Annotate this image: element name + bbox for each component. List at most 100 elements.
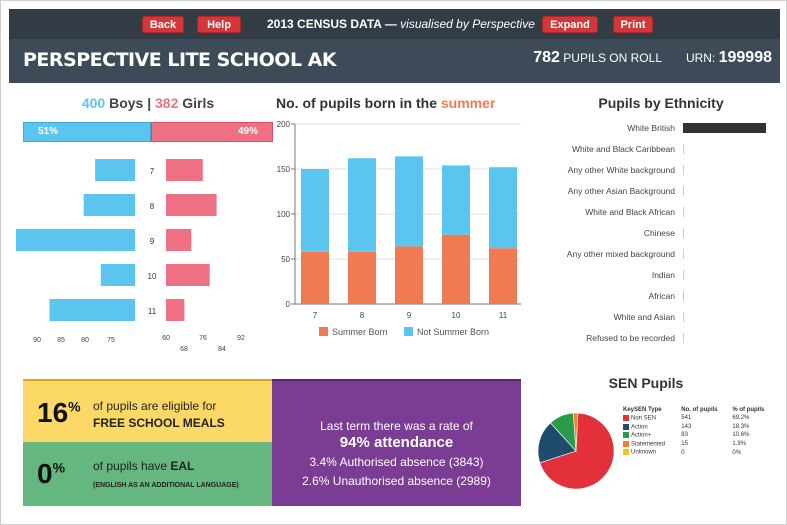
girls-bar-year-8	[166, 194, 217, 216]
sen-pct-statemented: 1.9%	[732, 441, 747, 448]
ethnicity-bar-refused-to-be-recorded	[683, 333, 684, 343]
sen-col-key: KeySEN Type	[621, 406, 679, 414]
not-summer-born-bar-8	[348, 158, 376, 252]
girls-tick-92: 92	[237, 335, 245, 342]
boys-bar-year-10	[100, 264, 135, 286]
boys-share-bar: 51%	[23, 122, 151, 142]
sen-table-header: KeySEN Type No. of pupils % of pupils	[621, 406, 776, 414]
eal-number: 0	[37, 458, 53, 489]
girls-bar-year-11	[166, 299, 185, 321]
boys-bar-year-11	[49, 299, 135, 321]
free-school-meals-panel: 16% of pupils are eligible for FREE SCHO…	[23, 379, 272, 442]
sen-num-non-sen: 541	[681, 415, 692, 422]
boys-bar-year-7	[95, 159, 135, 181]
school-header: PERSPECTIVE LITE SCHOOL AK 782 PUPILS ON…	[9, 39, 780, 83]
year-label-8: 8	[150, 202, 155, 211]
sen-slice-statemented	[573, 412, 579, 452]
fsm-value: 16%	[37, 397, 81, 429]
ethnicity-label-white-british: White British	[627, 123, 675, 133]
girls-bar-year-10	[166, 264, 210, 286]
ethnicity-bar-white-and-asian	[683, 312, 684, 322]
ethnicity-bar-indian	[683, 270, 684, 280]
fsm-line1: of pupils are eligible for	[93, 399, 217, 413]
legend-summer-born: Summer Born	[332, 327, 388, 337]
eal-value: 0%	[37, 458, 65, 490]
ethnicity-title: Pupils by Ethnicity	[598, 95, 724, 111]
print-button[interactable]: Print	[613, 16, 653, 33]
girls-bar-year-9	[166, 229, 192, 251]
boys-bar-year-9	[16, 229, 135, 251]
expand-button[interactable]: Expand	[542, 16, 598, 33]
y-tick-0: 0	[286, 300, 291, 309]
ethnicity-label-indian: Indian	[652, 270, 675, 280]
girls-bar-year-7	[166, 159, 203, 181]
girls-share-bar: 49%	[151, 122, 273, 142]
year-label-7: 7	[150, 167, 155, 176]
sen-pct-action: 18.3%	[732, 423, 750, 430]
sen-type-text: Statemented	[631, 441, 666, 448]
sen-type-unknown: Unknown	[621, 448, 679, 457]
x-tick-9: 9	[407, 311, 412, 320]
ethnicity-label-white-and-asian: White and Asian	[614, 312, 676, 322]
sen-col-pct: % of pupils	[732, 407, 765, 413]
ethnicity-label-any-other-white-background: Any other White background	[568, 165, 676, 175]
boys-label: Boys	[109, 95, 144, 111]
report-title: 2013 CENSUS DATA — visualised by Perspec…	[267, 17, 535, 31]
pupils-on-roll: 782 PUPILS ON ROLL	[533, 49, 662, 67]
sen-num-action: 143	[681, 423, 692, 430]
sen-type-action-: Action+	[621, 431, 679, 440]
summer-born-bar-8	[348, 251, 376, 304]
boys-tick-75: 75	[107, 337, 115, 344]
sen-col-num: No. of pupils	[681, 407, 718, 413]
ethnicity-label-refused-to-be-recorded: Refused to be recorded	[586, 333, 675, 343]
sen-col-type-text: SEN Type	[634, 407, 662, 413]
sen-num-action-: 83	[681, 432, 688, 439]
sen-swatch-non-sen	[623, 415, 629, 421]
summer-chart-title: No. of pupils born in the summer	[276, 95, 531, 111]
sen-swatch-unknown	[623, 449, 629, 456]
sen-swatch-action-	[623, 432, 629, 439]
gender-title: 400 Boys | 382 Girls	[23, 95, 273, 111]
report-title-sub: visualised by Perspective	[400, 17, 535, 31]
year-label-10: 10	[148, 272, 157, 281]
ethnicity-label-white-and-black-caribbean: White and Black Caribbean	[572, 144, 675, 154]
girls-tick-76: 76	[199, 335, 207, 342]
legend-swatch-summer-born	[319, 327, 328, 336]
boys-bar-year-8	[83, 194, 135, 216]
urn-label: URN:	[685, 51, 719, 65]
report-title-main: 2013 CENSUS DATA	[267, 17, 382, 31]
fsm-line2-text: FREE SCHOOL MEALS	[93, 416, 225, 430]
school-name: PERSPECTIVE LITE SCHOOL AK	[23, 49, 337, 71]
x-tick-10: 10	[452, 311, 461, 320]
ethnicity-bar-african	[683, 291, 684, 301]
gender-split-bar: 51% 49%	[23, 122, 273, 142]
ethnicity-bar-white-british	[683, 123, 766, 133]
ethnicity-bar-white-and-black-african	[683, 207, 684, 217]
girls-count: 382	[155, 95, 179, 111]
not-summer-born-bar-9	[395, 156, 423, 247]
eal-panel: 0% of pupils have EAL (ENGLISH AS AN ADD…	[23, 442, 272, 506]
legend-swatch-not-summer-born	[404, 327, 413, 336]
x-tick-7: 7	[313, 311, 318, 320]
sen-col-key-text: Key	[623, 407, 635, 413]
fsm-number: 16	[37, 397, 69, 428]
sen-type-text: Action	[631, 424, 648, 431]
urn-value: 199998	[718, 49, 772, 66]
legend-not-summer-born: Not Summer Born	[417, 327, 489, 337]
sen-row: Statemented 15 1.9%	[621, 440, 776, 449]
y-tick-200: 200	[277, 120, 291, 129]
not-summer-born-bar-7	[301, 169, 329, 252]
boys-tick-80: 80	[81, 337, 89, 344]
ethnicity-label-african: African	[649, 291, 676, 301]
girls-label: Girls	[182, 95, 215, 111]
boys-count: 400	[81, 95, 106, 111]
top-toolbar: Back Help 2013 CENSUS DATA — visualised …	[9, 9, 780, 39]
sen-type-text: Action+	[631, 432, 652, 439]
summer-born-bar-9	[395, 246, 423, 304]
summer-born-bar-11	[489, 248, 517, 304]
x-tick-11: 11	[499, 311, 508, 320]
back-button[interactable]: Back	[142, 16, 184, 33]
boys-tick-90: 90	[33, 337, 41, 344]
help-button[interactable]: Help	[197, 16, 241, 33]
